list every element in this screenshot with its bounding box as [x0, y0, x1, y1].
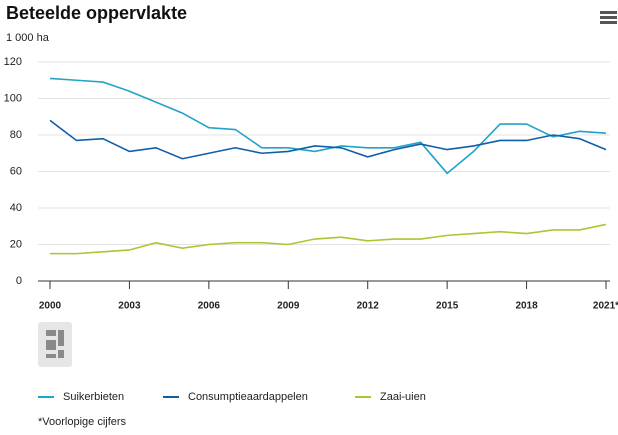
y-tick-label: 20 [10, 238, 22, 250]
logo [38, 322, 72, 367]
x-tick-label: 2006 [198, 301, 221, 312]
x-tick-label: 2021* [593, 301, 618, 312]
legend-label: Consumptieaardappelen [188, 391, 308, 403]
x-tick-label: 2003 [118, 301, 141, 312]
legend-label: Suikerbieten [63, 391, 124, 403]
x-tick-label: 2009 [277, 301, 300, 312]
menu-button[interactable] [600, 11, 617, 24]
series-line [49, 119, 607, 160]
footnote: *Voorlopige cijfers [38, 416, 127, 428]
legend-label: Zaai-uien [380, 391, 426, 403]
series-line [50, 223, 607, 255]
y-tick-label: 0 [16, 275, 22, 287]
y-tick-label: 120 [4, 56, 22, 68]
x-tick-label: 2000 [39, 301, 62, 312]
y-tick-label: 80 [10, 129, 22, 141]
y-tick-label: 40 [10, 202, 22, 214]
menu-bar [600, 21, 617, 24]
x-tick-label: 2015 [436, 301, 459, 312]
series-line [49, 77, 607, 175]
menu-bar [600, 16, 617, 19]
menu-bar [600, 11, 617, 14]
y-unit: 1 000 ha [6, 32, 50, 44]
x-tick-label: 2012 [357, 301, 380, 312]
y-tick-label: 100 [4, 92, 22, 104]
chart-title: Beteelde oppervlakte [6, 3, 187, 23]
x-tick-label: 2018 [515, 301, 538, 312]
y-tick-label: 60 [10, 165, 22, 177]
